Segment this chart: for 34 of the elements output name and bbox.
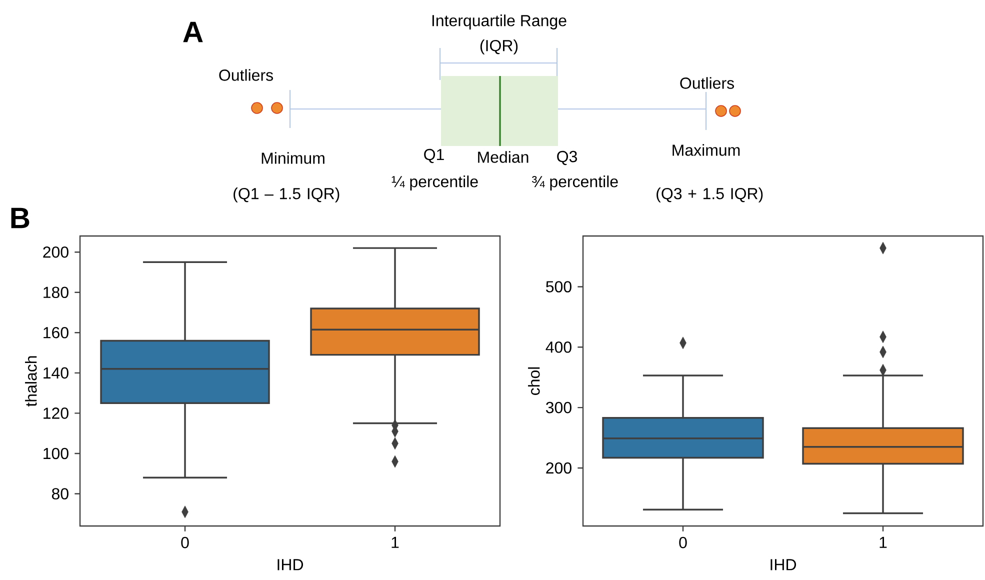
text: (IQR) (480, 40, 518, 54)
y-tick-label: 140 (44, 367, 68, 379)
text: Q3 (557, 150, 577, 166)
y-tick-label: 500 (546, 281, 572, 292)
y-tick-label: 400 (546, 341, 572, 353)
text: Maximum (672, 144, 740, 156)
y-axis-title: chol (528, 367, 540, 395)
y-tick-label: 180 (44, 286, 68, 298)
text: Q1 (424, 148, 444, 164)
text: ¾ percentile (532, 176, 618, 190)
x-tick-label: 1 (880, 536, 887, 548)
y-tick-label: 120 (44, 408, 68, 419)
chart-title: B (11, 208, 30, 228)
x-axis-title: IHD (770, 559, 796, 570)
y-tick-label: 80 (52, 488, 68, 500)
y-tick-label: 300 (546, 402, 572, 414)
text: ¼ percentile (392, 176, 478, 190)
text: Interquartile Range (432, 14, 566, 30)
y-tick-label: 160 (44, 326, 68, 338)
text: Minimum (262, 152, 324, 164)
text: Outliers (680, 77, 734, 89)
text: (Q1 – 1.5 IQR) (234, 188, 340, 202)
x-tick-label: 0 (679, 536, 687, 548)
x-tick-label: 1 (392, 536, 399, 548)
y-tick-label: 200 (546, 462, 572, 474)
y-tick-label: 200 (43, 246, 68, 258)
x-axis-title: IHD (278, 559, 304, 570)
text: Median (478, 151, 528, 163)
text: Outliers (219, 69, 273, 81)
x-tick-label: 0 (181, 536, 189, 548)
y-tick-label: 100 (44, 448, 68, 460)
text: (Q3 + 1.5 IQR) (656, 188, 763, 202)
y-axis-title: thalach (25, 356, 37, 407)
text: A (183, 22, 203, 42)
